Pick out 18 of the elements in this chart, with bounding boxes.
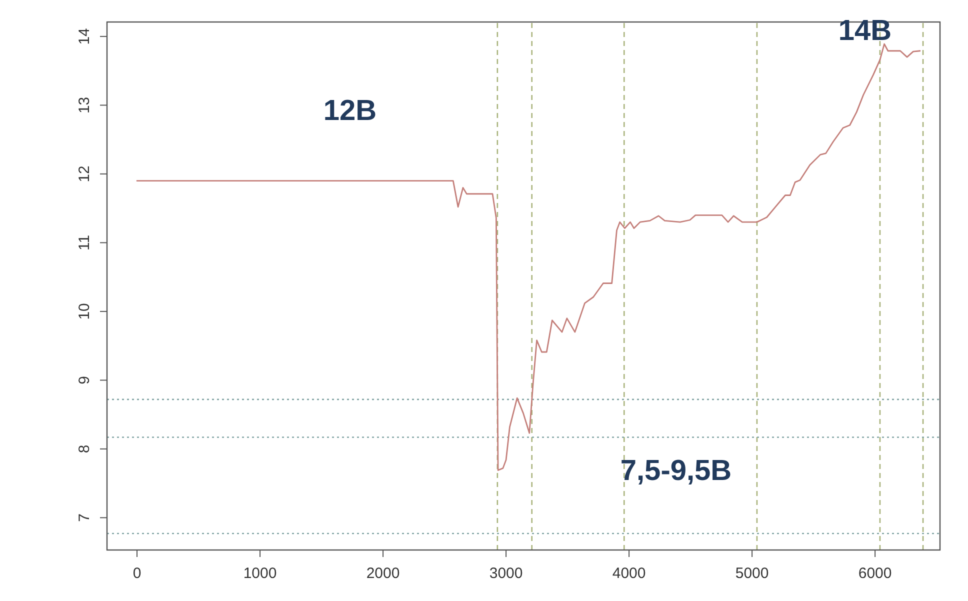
x-tick-label: 5000: [735, 565, 769, 582]
x-tick-label: 0: [132, 565, 142, 582]
x-tick-label: 6000: [858, 565, 892, 582]
y-tick-label: 7: [76, 514, 93, 522]
x-tick-label: 4000: [612, 565, 646, 582]
y-tick-label: 9: [76, 376, 93, 384]
x-tick-label: 1000: [243, 565, 277, 582]
y-tick-label: 12: [76, 166, 93, 182]
y-tick-label: 10: [76, 303, 93, 320]
y-tick-label: 13: [76, 96, 93, 114]
y-tick-label: 14: [76, 28, 93, 45]
y-tick-label: 8: [76, 444, 93, 454]
annotation: 7,5-9,5B: [620, 455, 732, 488]
y-tick-label: 11: [76, 234, 93, 250]
x-tick-label: 2000: [366, 565, 400, 582]
x-tick-label: 3000: [489, 565, 523, 582]
annotation: 12B: [323, 95, 377, 128]
annotation: 14B: [838, 15, 892, 48]
